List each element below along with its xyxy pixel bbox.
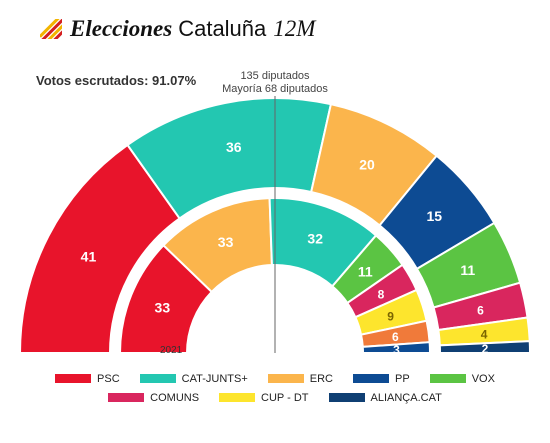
legend-row: COMUNS CUP - DT ALIANÇA.CAT [0, 388, 550, 407]
legend-item: CUP - DT [219, 391, 309, 404]
seat-label: 33 [218, 234, 234, 250]
legend: PSC CAT-JUNTS+ ERC PP VOX COMUNS CUP - DT ALIAN… [0, 369, 550, 407]
legend-item: PSC [55, 373, 120, 385]
page-title: Elecciones [70, 16, 173, 41]
majority-label: Mayoría 68 diputados [222, 83, 328, 95]
legend-item: CAT-JUNTS+ [139, 372, 248, 385]
legend-label: VOX [471, 372, 495, 385]
legend-label: PSC [97, 372, 120, 385]
seat-label: 11 [358, 264, 373, 280]
seat-label: 3 [393, 343, 400, 357]
legend-swatch [267, 374, 304, 383]
seat-label: 15 [426, 208, 442, 224]
legend-swatch [139, 374, 176, 383]
total-seats: 135 diputados [240, 70, 310, 82]
seat-label: 4 [481, 327, 488, 341]
page-subtitle: Cataluña [178, 16, 267, 41]
seat-label: 20 [359, 156, 375, 172]
legend-label: CUP - DT [261, 391, 309, 404]
seat-label: 11 [460, 262, 475, 278]
legend-label: COMUNS [150, 391, 200, 404]
seats-info: 135 diputados Mayoría 68 diputados [200, 70, 350, 96]
legend-label: CAT-JUNTS+ [181, 372, 248, 385]
election-date: 12M [273, 16, 316, 41]
legend-swatch [219, 393, 256, 402]
legend-swatch [55, 374, 92, 383]
seat-label: 41 [81, 249, 97, 265]
seat-label: 9 [387, 309, 394, 323]
seat-label: 6 [477, 303, 484, 317]
seat-label: 33 [155, 299, 171, 315]
legend-label: ERC [309, 372, 334, 385]
votes-counted: Votos escrutados: 91.07% [36, 73, 197, 88]
legend-item: ERC [267, 372, 334, 385]
seat-label: 8 [378, 287, 385, 301]
page-header: Elecciones Cataluña 12M [40, 14, 315, 44]
seat-arc-pp [361, 341, 432, 354]
ring-year-label: 2021 [160, 345, 183, 356]
legend-label: ALIANÇA.CAT [370, 391, 442, 404]
legend-label: PP [395, 372, 410, 385]
legend-row: PSC CAT-JUNTS+ ERC PP VOX [0, 369, 550, 388]
legend-swatch [328, 393, 365, 402]
seat-label: 2 [482, 342, 489, 356]
legend-item: VOX [429, 372, 495, 385]
seat-label: 36 [226, 139, 242, 155]
legend-item: PP [353, 373, 410, 385]
seat-label: 6 [392, 330, 399, 344]
legend-item: ALIANÇA.CAT [328, 391, 442, 404]
legend-swatch [429, 374, 466, 383]
legend-swatch [353, 374, 390, 383]
legend-item: COMUNS [108, 392, 199, 404]
seat-arc-alian-a-cat [438, 340, 532, 354]
legend-swatch [108, 393, 145, 402]
seat-label: 32 [307, 230, 323, 246]
